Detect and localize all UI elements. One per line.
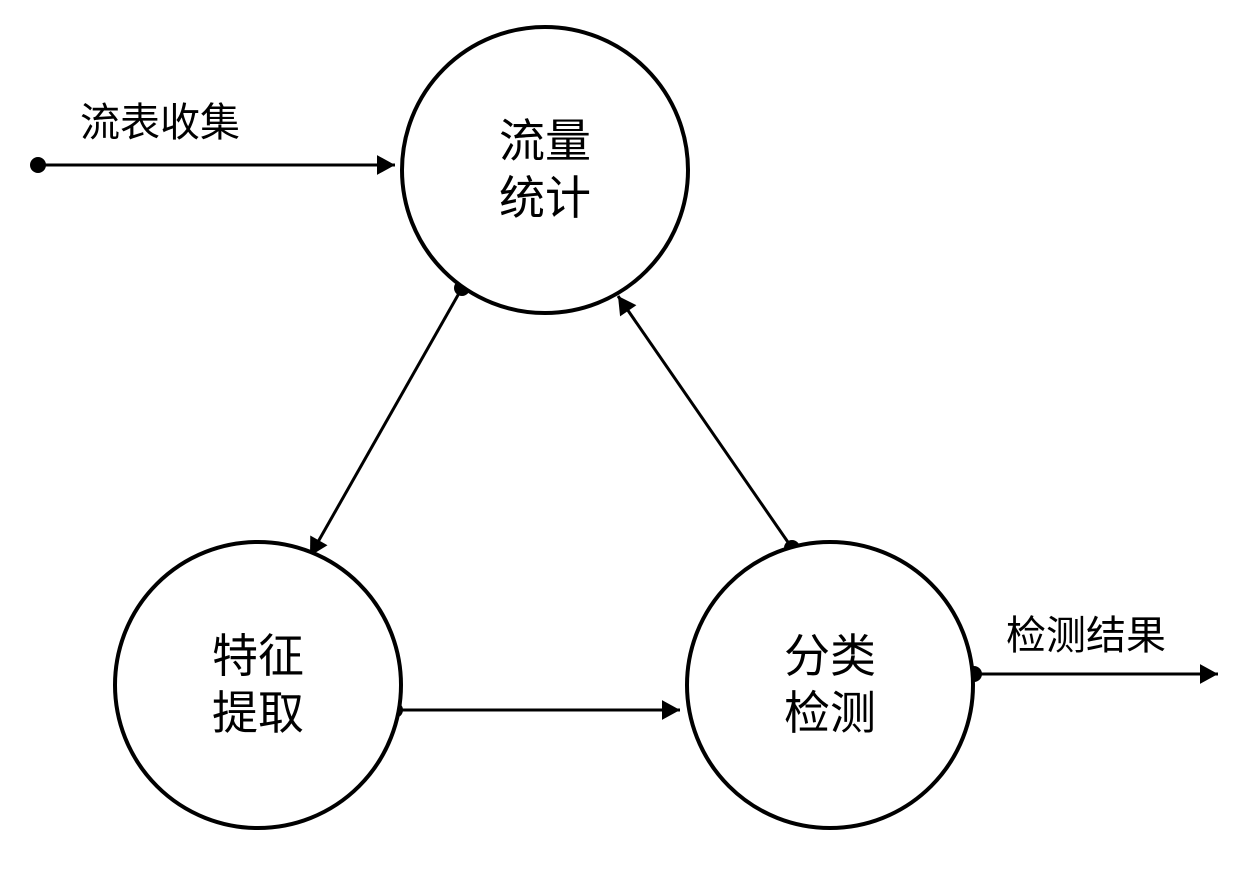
edge-classify_to_stats bbox=[618, 296, 792, 548]
edge-arrow-input_to_stats bbox=[377, 155, 395, 175]
input-label: 流表收集 bbox=[80, 90, 240, 148]
node-feature-extract-label: 特征 提取 bbox=[212, 628, 304, 743]
node-label-line1: 分类 bbox=[784, 631, 876, 682]
node-classify-detect: 分类 检测 bbox=[685, 540, 975, 830]
edge-dot-input_to_stats bbox=[30, 157, 46, 173]
node-traffic-stats-label: 流量 统计 bbox=[499, 113, 591, 228]
node-label-line2: 检测 bbox=[784, 688, 876, 739]
edge-arrow-classify_to_stats bbox=[618, 296, 636, 316]
node-classify-detect-label: 分类 检测 bbox=[784, 628, 876, 743]
edge-arrow-classify_to_output bbox=[1200, 664, 1218, 684]
output-label: 检测结果 bbox=[1006, 603, 1166, 661]
node-traffic-stats: 流量 统计 bbox=[400, 25, 690, 315]
node-label-line2: 统计 bbox=[499, 173, 591, 224]
node-feature-extract: 特征 提取 bbox=[113, 540, 403, 830]
node-label-line2: 提取 bbox=[212, 688, 304, 739]
edge-arrow-feature_to_classify bbox=[662, 700, 680, 720]
diagram-canvas: 流量 统计 特征 提取 分类 检测 流表收集 检测结果 bbox=[0, 0, 1239, 890]
node-label-line1: 流量 bbox=[499, 116, 591, 167]
node-label-line1: 特征 bbox=[212, 631, 304, 682]
edge-stats_to_feature bbox=[310, 288, 462, 556]
